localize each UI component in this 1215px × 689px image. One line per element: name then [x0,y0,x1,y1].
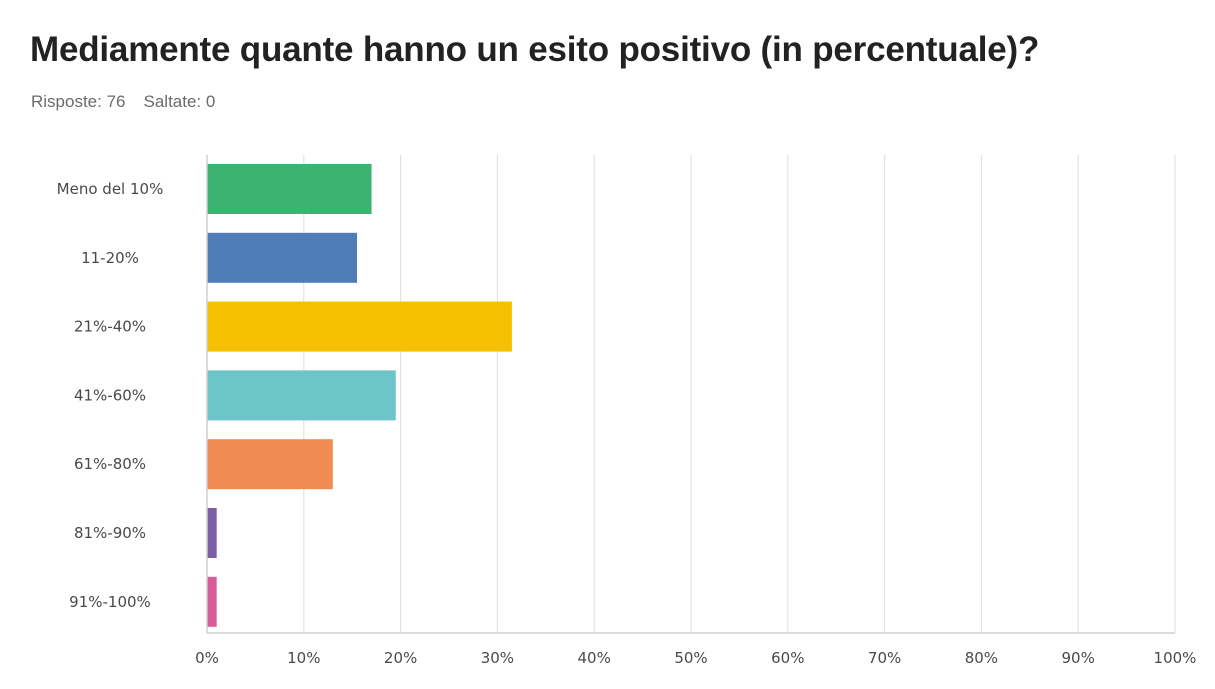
x-tick-label-60: 60% [771,649,804,667]
x-tick-label-0: 0% [195,649,219,667]
tick-labels: 0% 10% 20% 30% 40% 50% 60% 70% 80% 90% 100% [195,649,1196,667]
x-tick-label-30: 30% [481,649,514,667]
axis [206,155,1175,634]
x-tick-label-100: 100% [1154,649,1197,667]
category-label-6: 81%-90% [74,524,146,542]
category-label-7: 91%-100% [69,593,151,611]
bar-4[interactable] [207,370,396,421]
x-tick-label-40: 40% [578,649,611,667]
skipped-count: Saltate: 0 [143,92,216,111]
page-title: Mediamente quante hanno un esito positiv… [30,30,1040,69]
category-label-1: Meno del 10% [57,180,164,198]
bar-2[interactable] [207,232,358,283]
category-label-4: 41%-60% [74,386,146,404]
x-tick-label-70: 70% [868,649,901,667]
category-label-3: 21%-40% [74,318,146,336]
bars [207,164,512,627]
gridlines [303,155,1176,633]
bar-3[interactable] [207,301,512,352]
responses-count: Risposte: 76 [31,92,126,111]
x-tick-label-90: 90% [1062,649,1095,667]
x-tick-label-10: 10% [287,649,320,667]
category-labels: Meno del 10% 11-20% 21%-40% 41%-60% 61%-80% 8… [57,180,164,611]
response-stats: Risposte: 76 Saltate: 0 [31,92,233,112]
category-label-5: 61%-80% [74,455,146,473]
bar-1[interactable] [207,164,372,214]
x-tick-label-80: 80% [965,649,998,667]
bar-6[interactable] [207,508,217,558]
category-label-2: 11-20% [81,249,139,267]
bar-5[interactable] [207,439,333,490]
x-tick-label-50: 50% [674,649,707,667]
x-tick-label-20: 20% [384,649,417,667]
bar-7[interactable] [207,576,217,627]
